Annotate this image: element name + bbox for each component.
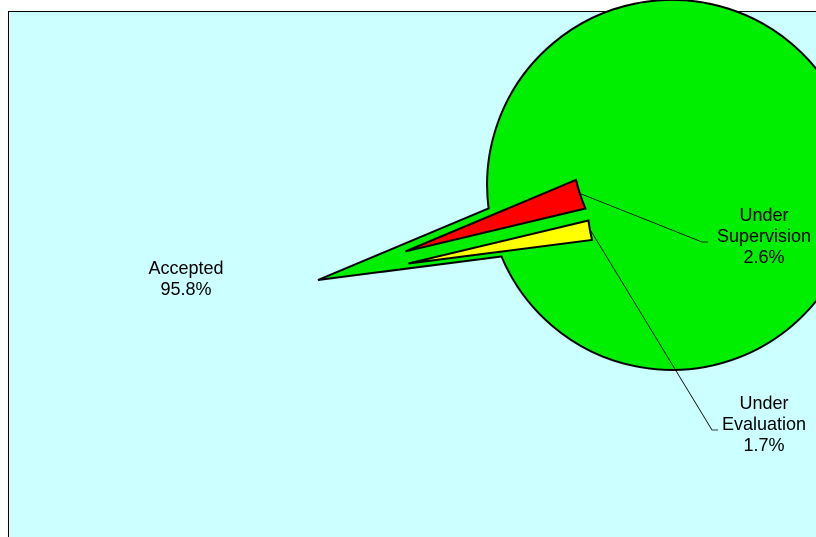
slice-category-label: Supervision <box>717 226 811 246</box>
leader-line <box>590 229 718 431</box>
pie-slices <box>317 0 816 371</box>
slice-value-label: 2.6% <box>743 247 784 267</box>
slice-category-label: Evaluation <box>722 414 806 434</box>
slice-category-label: Under <box>739 205 788 225</box>
slice-category-label: Accepted <box>148 258 223 278</box>
leader-line <box>581 193 708 243</box>
slice-labels: Accepted95.8%UnderSupervision2.6%UnderEv… <box>148 205 811 455</box>
leader-lines <box>581 193 718 431</box>
pie-slice-under-supervision <box>405 178 587 253</box>
slice-value-label: 1.7% <box>743 435 784 455</box>
slice-value-label: 95.8% <box>160 279 211 299</box>
pie-slice-under-evaluation <box>408 219 594 265</box>
slice-category-label: Under <box>739 393 788 413</box>
